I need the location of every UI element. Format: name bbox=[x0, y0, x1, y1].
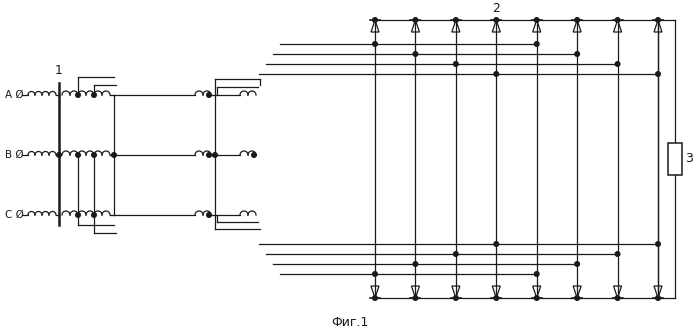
Circle shape bbox=[112, 153, 116, 157]
Circle shape bbox=[75, 213, 80, 217]
Circle shape bbox=[656, 72, 661, 76]
Text: 3: 3 bbox=[685, 153, 693, 166]
Circle shape bbox=[207, 93, 211, 97]
Circle shape bbox=[92, 153, 96, 157]
Circle shape bbox=[413, 262, 418, 266]
Circle shape bbox=[454, 18, 458, 22]
Circle shape bbox=[656, 296, 661, 300]
Circle shape bbox=[373, 296, 377, 300]
Text: C Ø: C Ø bbox=[5, 210, 24, 220]
Circle shape bbox=[615, 18, 620, 22]
Circle shape bbox=[413, 52, 418, 56]
Circle shape bbox=[75, 153, 80, 157]
Circle shape bbox=[494, 242, 498, 246]
Circle shape bbox=[615, 252, 620, 256]
Circle shape bbox=[92, 213, 96, 217]
Circle shape bbox=[373, 18, 377, 22]
Circle shape bbox=[494, 296, 498, 300]
Circle shape bbox=[454, 252, 458, 256]
Circle shape bbox=[615, 296, 620, 300]
Bar bbox=[668, 143, 682, 175]
Circle shape bbox=[656, 242, 661, 246]
Circle shape bbox=[207, 213, 211, 217]
Circle shape bbox=[454, 296, 458, 300]
Circle shape bbox=[454, 62, 458, 66]
Circle shape bbox=[494, 72, 498, 76]
Circle shape bbox=[57, 153, 62, 157]
Circle shape bbox=[413, 296, 418, 300]
Circle shape bbox=[535, 296, 539, 300]
Circle shape bbox=[575, 52, 579, 56]
Circle shape bbox=[75, 93, 80, 97]
Circle shape bbox=[494, 18, 498, 22]
Circle shape bbox=[575, 296, 579, 300]
Circle shape bbox=[207, 153, 211, 157]
Circle shape bbox=[575, 18, 579, 22]
Circle shape bbox=[252, 153, 257, 157]
Circle shape bbox=[373, 272, 377, 276]
Circle shape bbox=[212, 153, 217, 157]
Text: Фиг.1: Фиг.1 bbox=[331, 316, 368, 329]
Circle shape bbox=[535, 18, 539, 22]
Circle shape bbox=[575, 262, 579, 266]
Circle shape bbox=[615, 62, 620, 66]
Circle shape bbox=[656, 18, 661, 22]
Circle shape bbox=[373, 42, 377, 46]
Text: 2: 2 bbox=[493, 2, 500, 15]
Circle shape bbox=[535, 42, 539, 46]
Text: 1: 1 bbox=[55, 64, 63, 77]
Circle shape bbox=[92, 93, 96, 97]
Text: B Ø: B Ø bbox=[5, 150, 24, 160]
Circle shape bbox=[535, 272, 539, 276]
Circle shape bbox=[413, 18, 418, 22]
Text: A Ø: A Ø bbox=[5, 90, 24, 100]
